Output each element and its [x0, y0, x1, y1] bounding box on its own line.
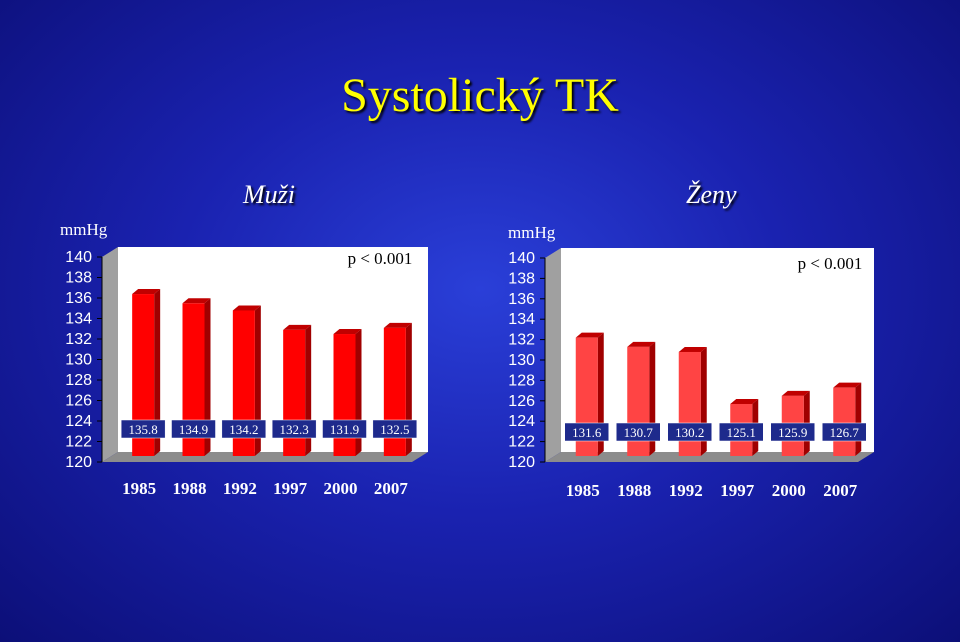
y-tick-label: 140 — [508, 250, 535, 267]
y-tick-label: 132 — [65, 331, 92, 348]
data-label-box — [667, 422, 712, 442]
bar-top — [833, 382, 862, 388]
data-label-box — [271, 419, 317, 439]
y-tick-label: 136 — [508, 291, 535, 308]
slide-title: Systolický TK — [341, 69, 619, 122]
x-tick-label: 2007 — [374, 479, 409, 498]
x-tick-label: 1997 — [273, 479, 308, 498]
data-label: 130.2 — [675, 425, 704, 440]
bar-side — [855, 382, 862, 456]
y-tick-label: 128 — [65, 372, 92, 389]
y-tick-label: 126 — [65, 393, 92, 410]
bar-side — [154, 289, 161, 456]
y-tick-label: 122 — [65, 434, 92, 451]
plot-side-wall — [545, 248, 561, 462]
bar-1988 — [182, 298, 211, 456]
y-tick-label: 130 — [65, 352, 92, 369]
data-label-box — [564, 422, 609, 442]
data-label: 130.7 — [624, 425, 654, 440]
data-label: 125.1 — [727, 425, 756, 440]
bar-top — [182, 298, 211, 304]
bar-1992 — [232, 305, 261, 456]
bar-top — [132, 289, 161, 295]
y-tick-label: 120 — [65, 454, 92, 471]
y-unit-women: mmHg — [508, 223, 556, 242]
bar-top — [283, 324, 312, 330]
bar-front — [132, 294, 155, 456]
y-tick-label: 138 — [508, 270, 535, 287]
bar-front — [833, 387, 856, 456]
bar-top — [232, 305, 261, 311]
plot-side-wall — [102, 247, 118, 462]
x-tick-label: 1997 — [720, 481, 755, 500]
bar-1985 — [132, 289, 161, 456]
y-tick-label: 120 — [508, 454, 535, 471]
data-label: 131.9 — [330, 422, 359, 437]
x-tick-label: 1992 — [669, 481, 703, 500]
x-tick-label: 1985 — [122, 479, 156, 498]
y-tick-label: 132 — [508, 332, 535, 349]
y-tick-label: 134 — [65, 311, 92, 328]
bar-front — [182, 303, 205, 456]
y-tick-label: 138 — [65, 270, 92, 287]
y-tick-label: 136 — [65, 290, 92, 307]
data-label: 125.9 — [778, 425, 807, 440]
chart-title-women: Ženy — [686, 180, 737, 209]
x-tick-label: 2000 — [772, 481, 806, 500]
x-tick-label: 1988 — [173, 479, 207, 498]
data-label: 131.6 — [572, 425, 602, 440]
y-tick-label: 124 — [65, 413, 92, 430]
bar-side — [204, 298, 211, 456]
data-label: 126.7 — [830, 425, 860, 440]
x-tick-label: 2007 — [823, 481, 858, 500]
x-tick-label: 2000 — [324, 479, 358, 498]
data-label: 132.5 — [380, 422, 409, 437]
bar-top — [383, 322, 412, 328]
data-label-box — [770, 422, 815, 442]
x-tick-label: 1985 — [566, 481, 600, 500]
data-label-box — [822, 422, 867, 442]
data-label-box — [120, 419, 166, 439]
data-label: 135.8 — [129, 422, 158, 437]
x-tick-label: 1988 — [617, 481, 651, 500]
y-tick-label: 128 — [508, 372, 535, 389]
data-label-box — [322, 419, 367, 439]
bar-top — [678, 346, 707, 352]
data-label-box — [616, 422, 661, 442]
data-label: 134.9 — [179, 422, 208, 437]
y-tick-label: 140 — [65, 249, 92, 266]
bar-2007 — [833, 382, 862, 456]
y-tick-label: 126 — [508, 393, 535, 410]
x-tick-label: 1992 — [223, 479, 257, 498]
bar-top — [730, 398, 759, 404]
bar-top — [575, 332, 604, 338]
y-tick-label: 130 — [508, 352, 535, 369]
data-label-box — [372, 419, 418, 439]
data-label-box — [719, 422, 764, 442]
bar-front — [232, 310, 255, 456]
bar-top — [627, 341, 656, 347]
p-value-annotation: p < 0.001 — [798, 254, 863, 273]
y-tick-label: 122 — [508, 434, 535, 451]
data-label-box — [221, 419, 267, 439]
bar-top — [781, 390, 810, 396]
data-label-box — [171, 419, 216, 439]
data-label: 134.2 — [229, 422, 258, 437]
p-value-annotation: p < 0.001 — [348, 249, 413, 268]
y-tick-label: 134 — [508, 311, 535, 328]
bar-top — [333, 329, 362, 335]
y-unit-men: mmHg — [60, 220, 108, 239]
plot-back-wall — [561, 248, 874, 452]
y-tick-label: 124 — [508, 413, 535, 430]
data-label: 132.3 — [280, 422, 309, 437]
bar-side — [254, 305, 261, 456]
chart-title-men: Muži — [243, 180, 295, 209]
